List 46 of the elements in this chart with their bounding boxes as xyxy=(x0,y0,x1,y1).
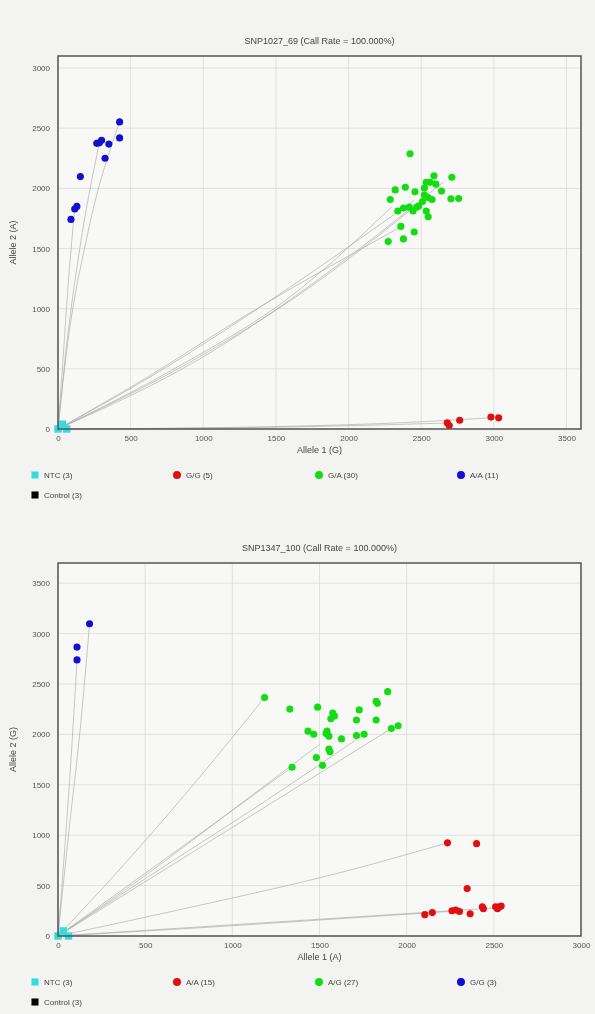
x-tick-label: 2000 xyxy=(340,433,359,443)
x-tick-label: 0 xyxy=(56,433,62,443)
y-tick-label: 500 xyxy=(36,364,51,374)
legend-label: A/A (11) xyxy=(470,471,499,480)
legend-label: Control (3) xyxy=(44,491,83,500)
x-tick-label: 3500 xyxy=(558,433,577,443)
y-tick-label: 0 xyxy=(45,932,51,942)
x-tick-label: 1000 xyxy=(223,940,243,950)
y-tick-label: 1000 xyxy=(32,304,51,314)
y-tick-label: 3000 xyxy=(32,64,51,74)
x-tick-label: 0 xyxy=(56,940,62,950)
y-tick-label: 2500 xyxy=(32,680,51,690)
y-tick-label: 2000 xyxy=(32,184,51,194)
y-axis-title: Allele 2 (A) xyxy=(8,220,18,265)
y-tick-label: 1500 xyxy=(32,244,51,254)
x-tick-label: 2500 xyxy=(412,433,432,443)
legend-label: G/G (5) xyxy=(186,471,213,480)
x-tick-label: 3000 xyxy=(485,433,504,443)
legend-label: A/A (15) xyxy=(186,978,216,987)
x-axis-title: Allele 1 (A) xyxy=(297,952,342,962)
legend-label: NTC (3) xyxy=(44,978,73,987)
y-tick-label: 2500 xyxy=(32,124,51,134)
x-tick-label: 1500 xyxy=(311,940,330,950)
x-tick-label: 500 xyxy=(124,433,139,443)
y-tick-label: 3500 xyxy=(32,579,51,589)
y-tick-label: 1000 xyxy=(32,831,51,841)
legend-label: G/G (3) xyxy=(470,978,497,987)
chart-title: SNP1347_100 (Call Rate = 100.000%) xyxy=(242,543,397,553)
chart-title: SNP1027_69 (Call Rate = 100.000%) xyxy=(244,36,395,46)
legend-label: A/G (27) xyxy=(328,978,359,987)
legend-label: NTC (3) xyxy=(44,471,73,480)
x-tick-label: 1000 xyxy=(194,433,214,443)
y-tick-label: 2000 xyxy=(32,730,51,740)
legend-label: Control (3) xyxy=(44,998,83,1007)
x-tick-label: 3000 xyxy=(572,940,591,950)
y-tick-label: 3000 xyxy=(32,629,51,639)
y-tick-label: 0 xyxy=(45,425,51,435)
legend-label: G/A (30) xyxy=(328,471,359,480)
y-axis-title: Allele 2 (G) xyxy=(8,726,18,773)
y-tick-label: 1500 xyxy=(32,780,51,790)
x-tick-label: 2000 xyxy=(398,940,417,950)
x-tick-label: 500 xyxy=(138,940,153,950)
x-axis-title: Allele 1 (G) xyxy=(296,445,343,455)
y-tick-label: 500 xyxy=(36,881,51,891)
x-tick-label: 2500 xyxy=(485,940,504,950)
x-tick-label: 1500 xyxy=(267,433,286,443)
